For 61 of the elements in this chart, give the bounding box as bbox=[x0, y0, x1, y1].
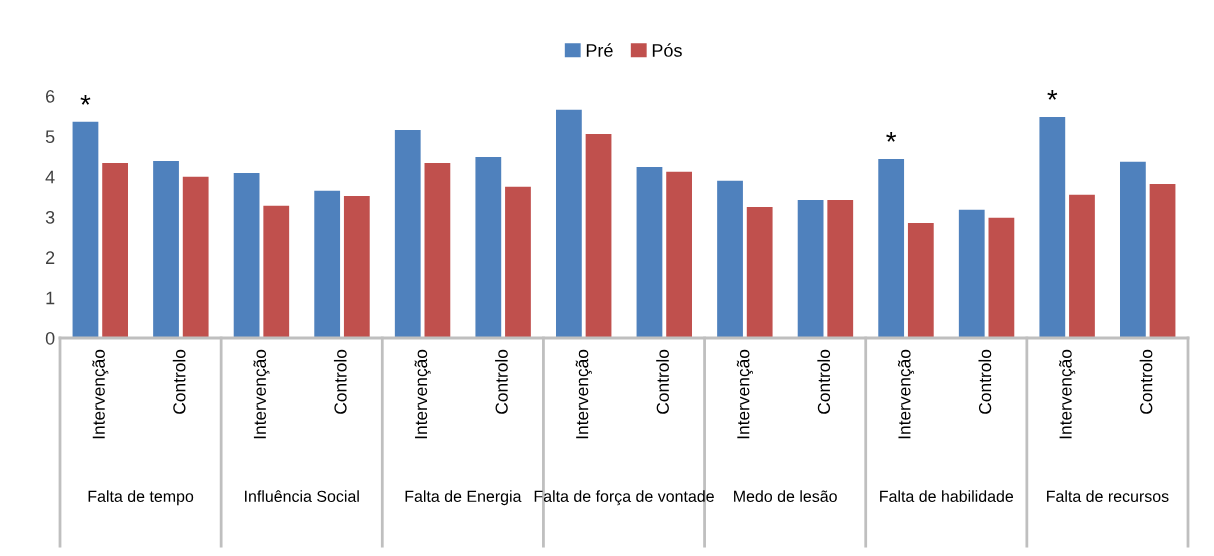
y-tick-label: 0 bbox=[45, 331, 55, 345]
bar bbox=[72, 121, 99, 338]
bar bbox=[182, 176, 209, 338]
bar bbox=[746, 206, 773, 338]
text: Falta de recursos bbox=[1047, 490, 1169, 503]
x-tick-label: Controlo bbox=[817, 349, 831, 414]
x-tick-label: Controlo bbox=[978, 349, 992, 414]
bar bbox=[263, 205, 290, 338]
y-tick-label: 4 bbox=[45, 170, 55, 184]
bar bbox=[343, 196, 370, 338]
x-tick-label: Controlo bbox=[172, 349, 186, 414]
bar bbox=[505, 186, 531, 338]
bar bbox=[797, 200, 824, 338]
bar bbox=[666, 171, 692, 338]
bar bbox=[153, 160, 179, 338]
text: Falta de força de vontade bbox=[534, 490, 714, 506]
bar bbox=[585, 133, 612, 338]
x-tick-label: Controlo bbox=[656, 349, 669, 414]
text: Falta de Energia bbox=[405, 490, 522, 506]
bar bbox=[1120, 161, 1146, 338]
y-tick-label: 2 bbox=[46, 251, 55, 264]
bar bbox=[394, 129, 421, 338]
bar bbox=[102, 162, 128, 338]
annotation: * bbox=[80, 94, 91, 105]
x-tick-label: Controlo bbox=[1139, 349, 1153, 414]
bar bbox=[717, 180, 743, 338]
bar bbox=[827, 200, 854, 338]
bar bbox=[1039, 116, 1066, 338]
text: Falta de habilidade bbox=[880, 490, 1014, 503]
x-tick-label: Intervenção bbox=[575, 349, 592, 439]
y-tick-label: 6 bbox=[46, 89, 55, 103]
bar bbox=[988, 217, 1015, 338]
x-tick-label: Intervenção bbox=[897, 349, 915, 439]
bar bbox=[314, 190, 341, 338]
x-tick-label: Intervenção bbox=[92, 349, 109, 439]
annotation: * bbox=[1047, 90, 1058, 100]
y-tick-label: 3 bbox=[45, 210, 55, 224]
x-tick-label: Intervenção bbox=[253, 349, 270, 439]
y-tick-label: 1 bbox=[46, 291, 55, 305]
annotation: * bbox=[886, 132, 897, 142]
x-tick-label: Intervenção bbox=[1059, 349, 1076, 439]
bar bbox=[424, 162, 451, 338]
bar bbox=[636, 166, 663, 338]
bar bbox=[233, 173, 260, 338]
legend-label: Pré bbox=[586, 43, 613, 57]
x-tick-label: Controlo bbox=[495, 349, 508, 414]
bar bbox=[556, 109, 582, 338]
bar bbox=[907, 223, 934, 338]
text: Falta de tempo bbox=[88, 490, 194, 506]
x-tick-label: Intervenção bbox=[736, 349, 753, 439]
x-tick-label: Controlo bbox=[333, 349, 347, 414]
x-tick-label: Intervenção bbox=[414, 349, 431, 439]
bar bbox=[1149, 183, 1176, 338]
text: Medo de lesão bbox=[734, 490, 837, 503]
bar bbox=[958, 209, 985, 338]
text: Influência Social bbox=[245, 490, 359, 503]
bar bbox=[475, 156, 502, 338]
bar bbox=[878, 158, 905, 338]
y-tick-label: 5 bbox=[45, 130, 55, 144]
bar bbox=[1069, 194, 1095, 338]
legend-label: Pós bbox=[652, 43, 682, 57]
